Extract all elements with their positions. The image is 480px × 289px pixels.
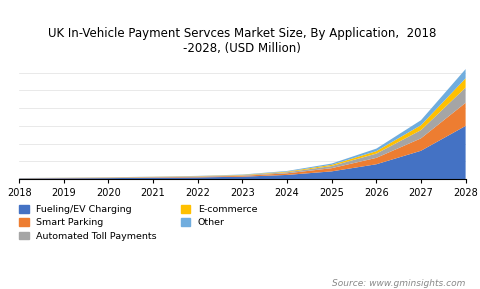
Title: UK In-Vehicle Payment Servces Market Size, By Application,  2018
-2028, (USD Mil: UK In-Vehicle Payment Servces Market Siz…	[48, 27, 437, 55]
Legend: Fueling/EV Charging, Smart Parking, Automated Toll Payments, E-commerce, Other: Fueling/EV Charging, Smart Parking, Auto…	[20, 205, 257, 241]
Text: Source: www.gminsights.com: Source: www.gminsights.com	[332, 279, 466, 288]
